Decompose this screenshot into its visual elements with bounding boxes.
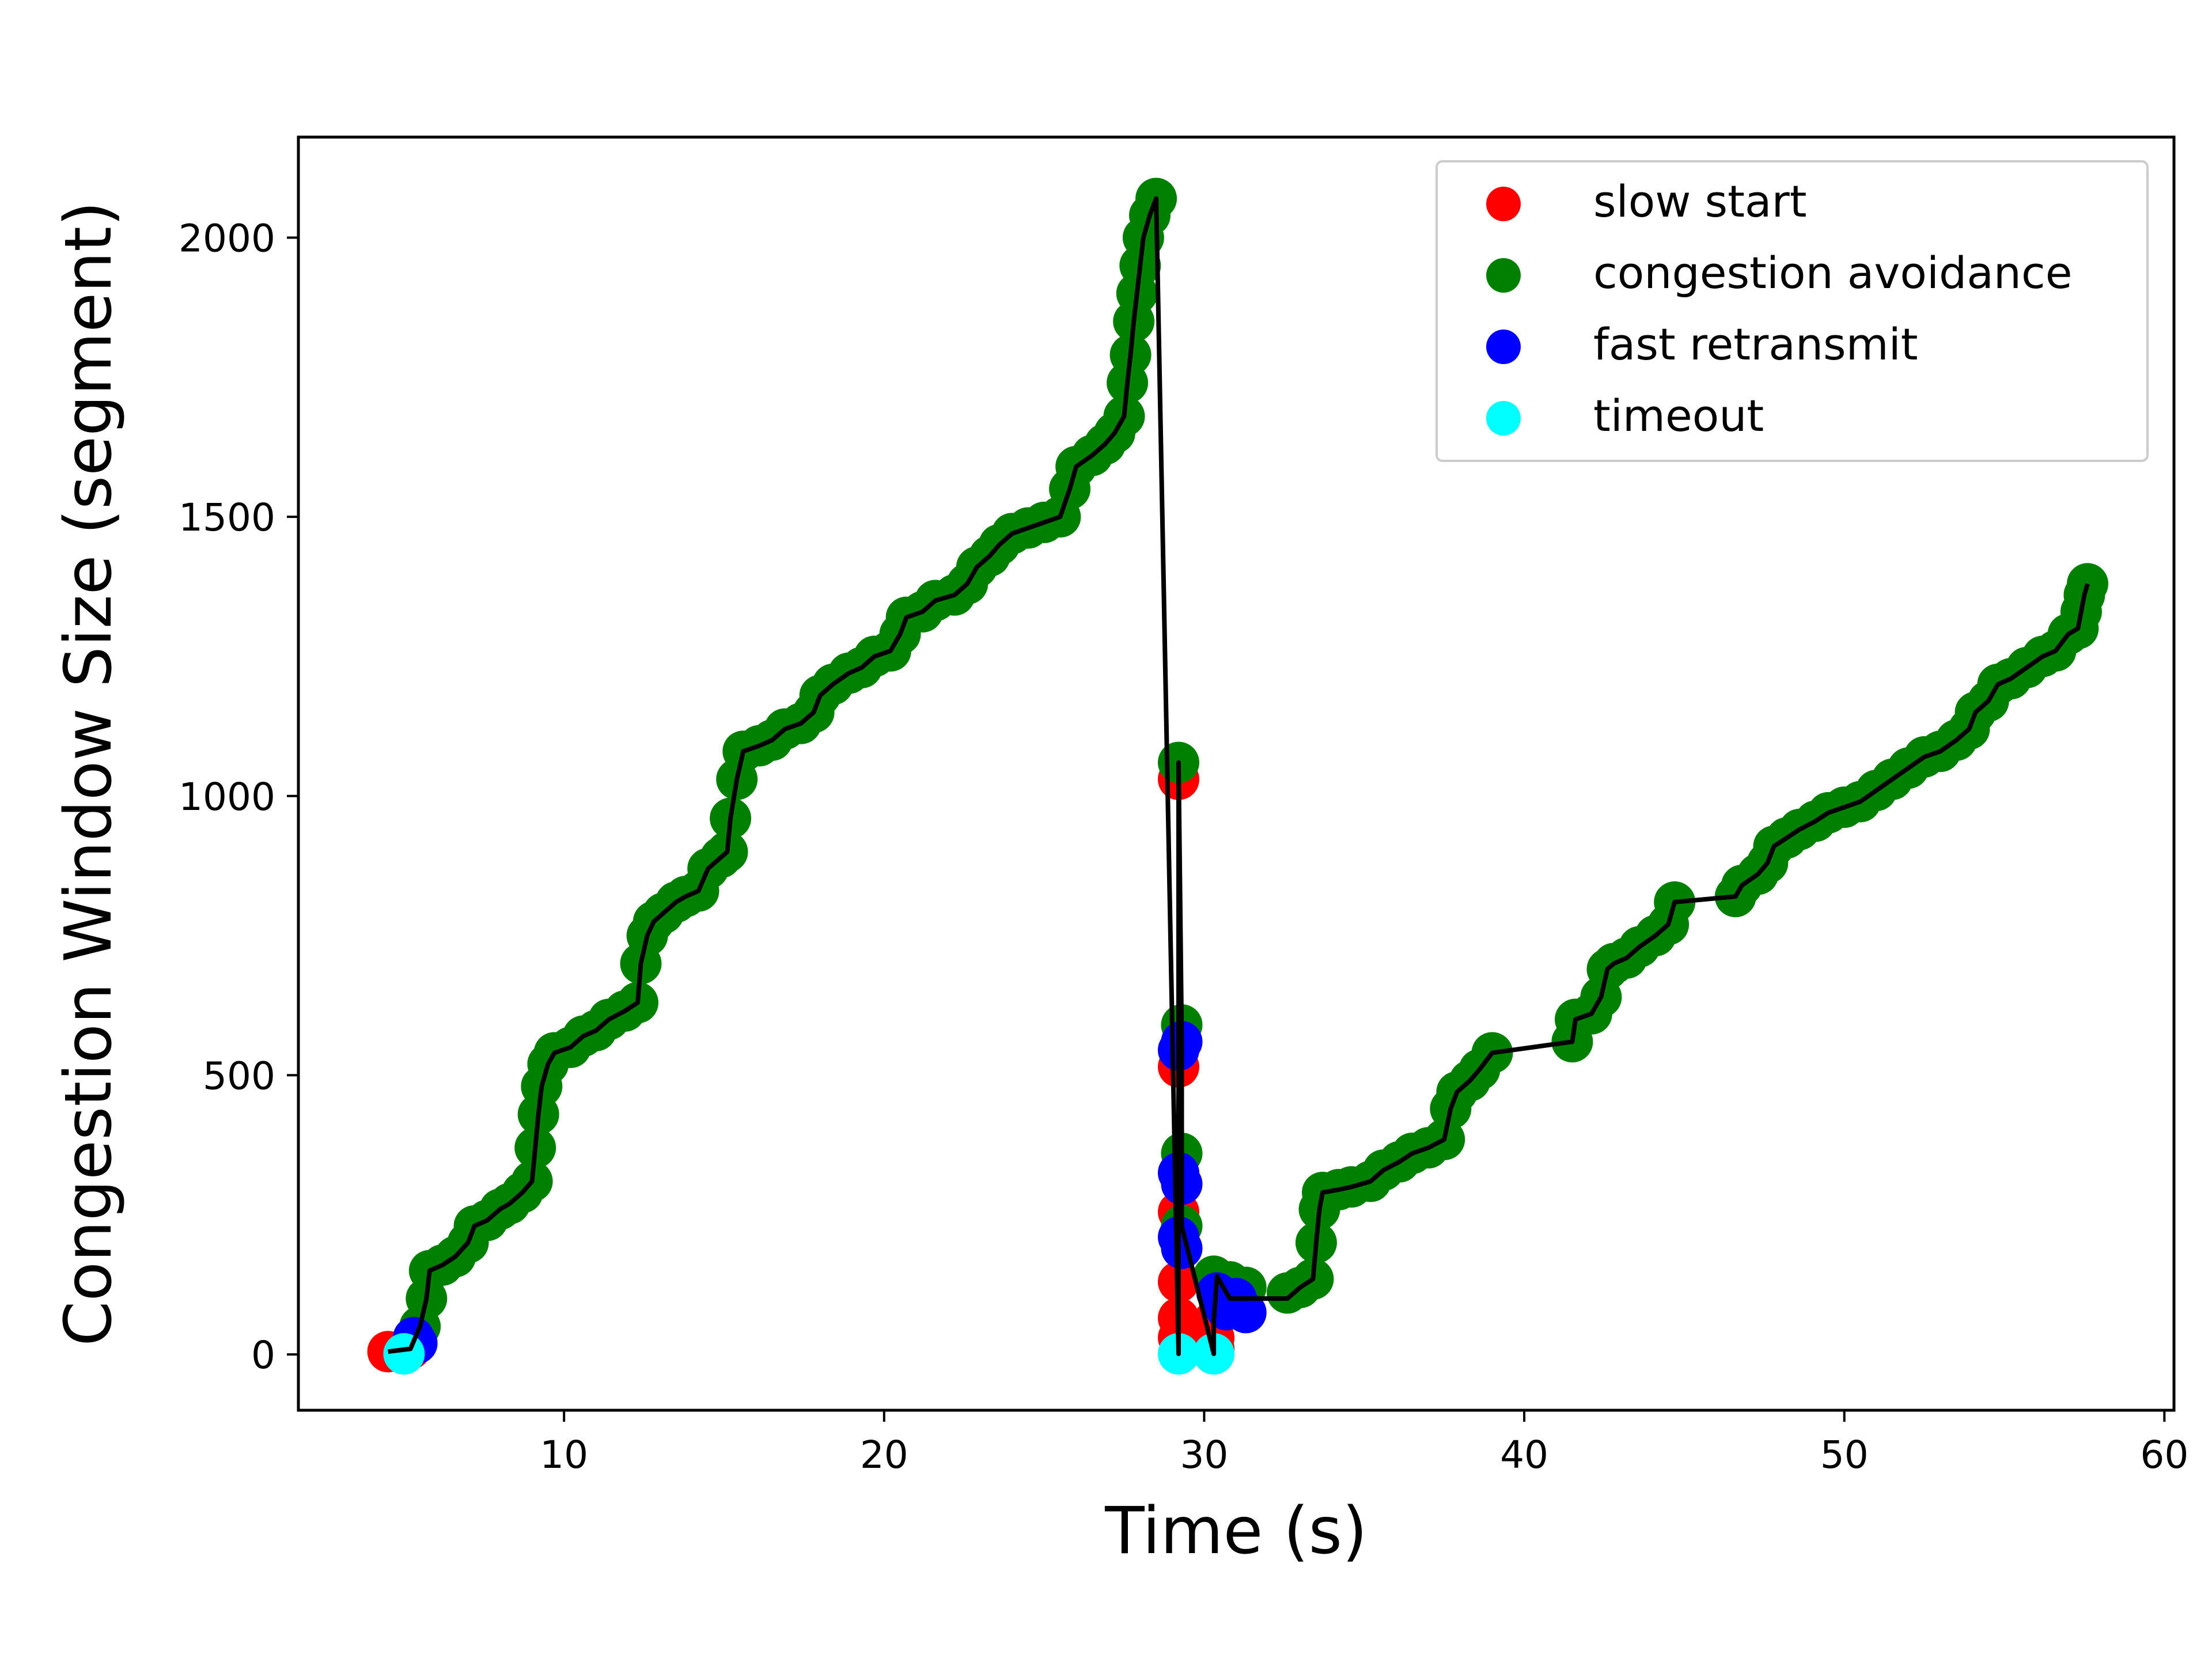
y-tick-label: 1000 xyxy=(179,775,275,819)
x-tick-label: 10 xyxy=(540,1433,588,1477)
y-tick-label: 1500 xyxy=(179,495,275,540)
x-axis-title: Time (s) xyxy=(1104,1494,1367,1569)
x-tick-label: 20 xyxy=(860,1433,908,1477)
x-tick-label: 40 xyxy=(1500,1433,1548,1477)
legend-marker xyxy=(1486,401,1521,436)
x-tick-label: 30 xyxy=(1180,1433,1228,1477)
legend-marker xyxy=(1486,330,1521,364)
y-tick-label: 0 xyxy=(251,1333,275,1377)
legend-label: fast retransmit xyxy=(1593,319,1918,370)
y-tick-label: 2000 xyxy=(179,216,275,260)
legend-label: congestion avoidance xyxy=(1593,247,2072,298)
legend-label: slow start xyxy=(1593,176,1807,227)
y-axis-title: Congestion Window Size (segment) xyxy=(51,201,126,1346)
data-point xyxy=(383,1333,425,1375)
legend-marker xyxy=(1486,258,1521,293)
y-tick-label: 500 xyxy=(203,1054,275,1098)
cwnd-line xyxy=(388,196,2090,1357)
y-axis: 0 500 1000 1500 2000 xyxy=(179,216,298,1377)
legend-label: timeout xyxy=(1593,390,1764,441)
legend: slow start congestion avoidance fast retra… xyxy=(1435,160,2149,462)
legend-box xyxy=(1435,160,2149,462)
legend-marker xyxy=(1486,187,1521,221)
plot-frame xyxy=(297,135,2176,1412)
x-tick-label: 50 xyxy=(1820,1433,1869,1477)
x-axis: 10 20 30 40 50 60 xyxy=(540,1410,2188,1477)
x-tick-label: 60 xyxy=(2140,1433,2188,1477)
